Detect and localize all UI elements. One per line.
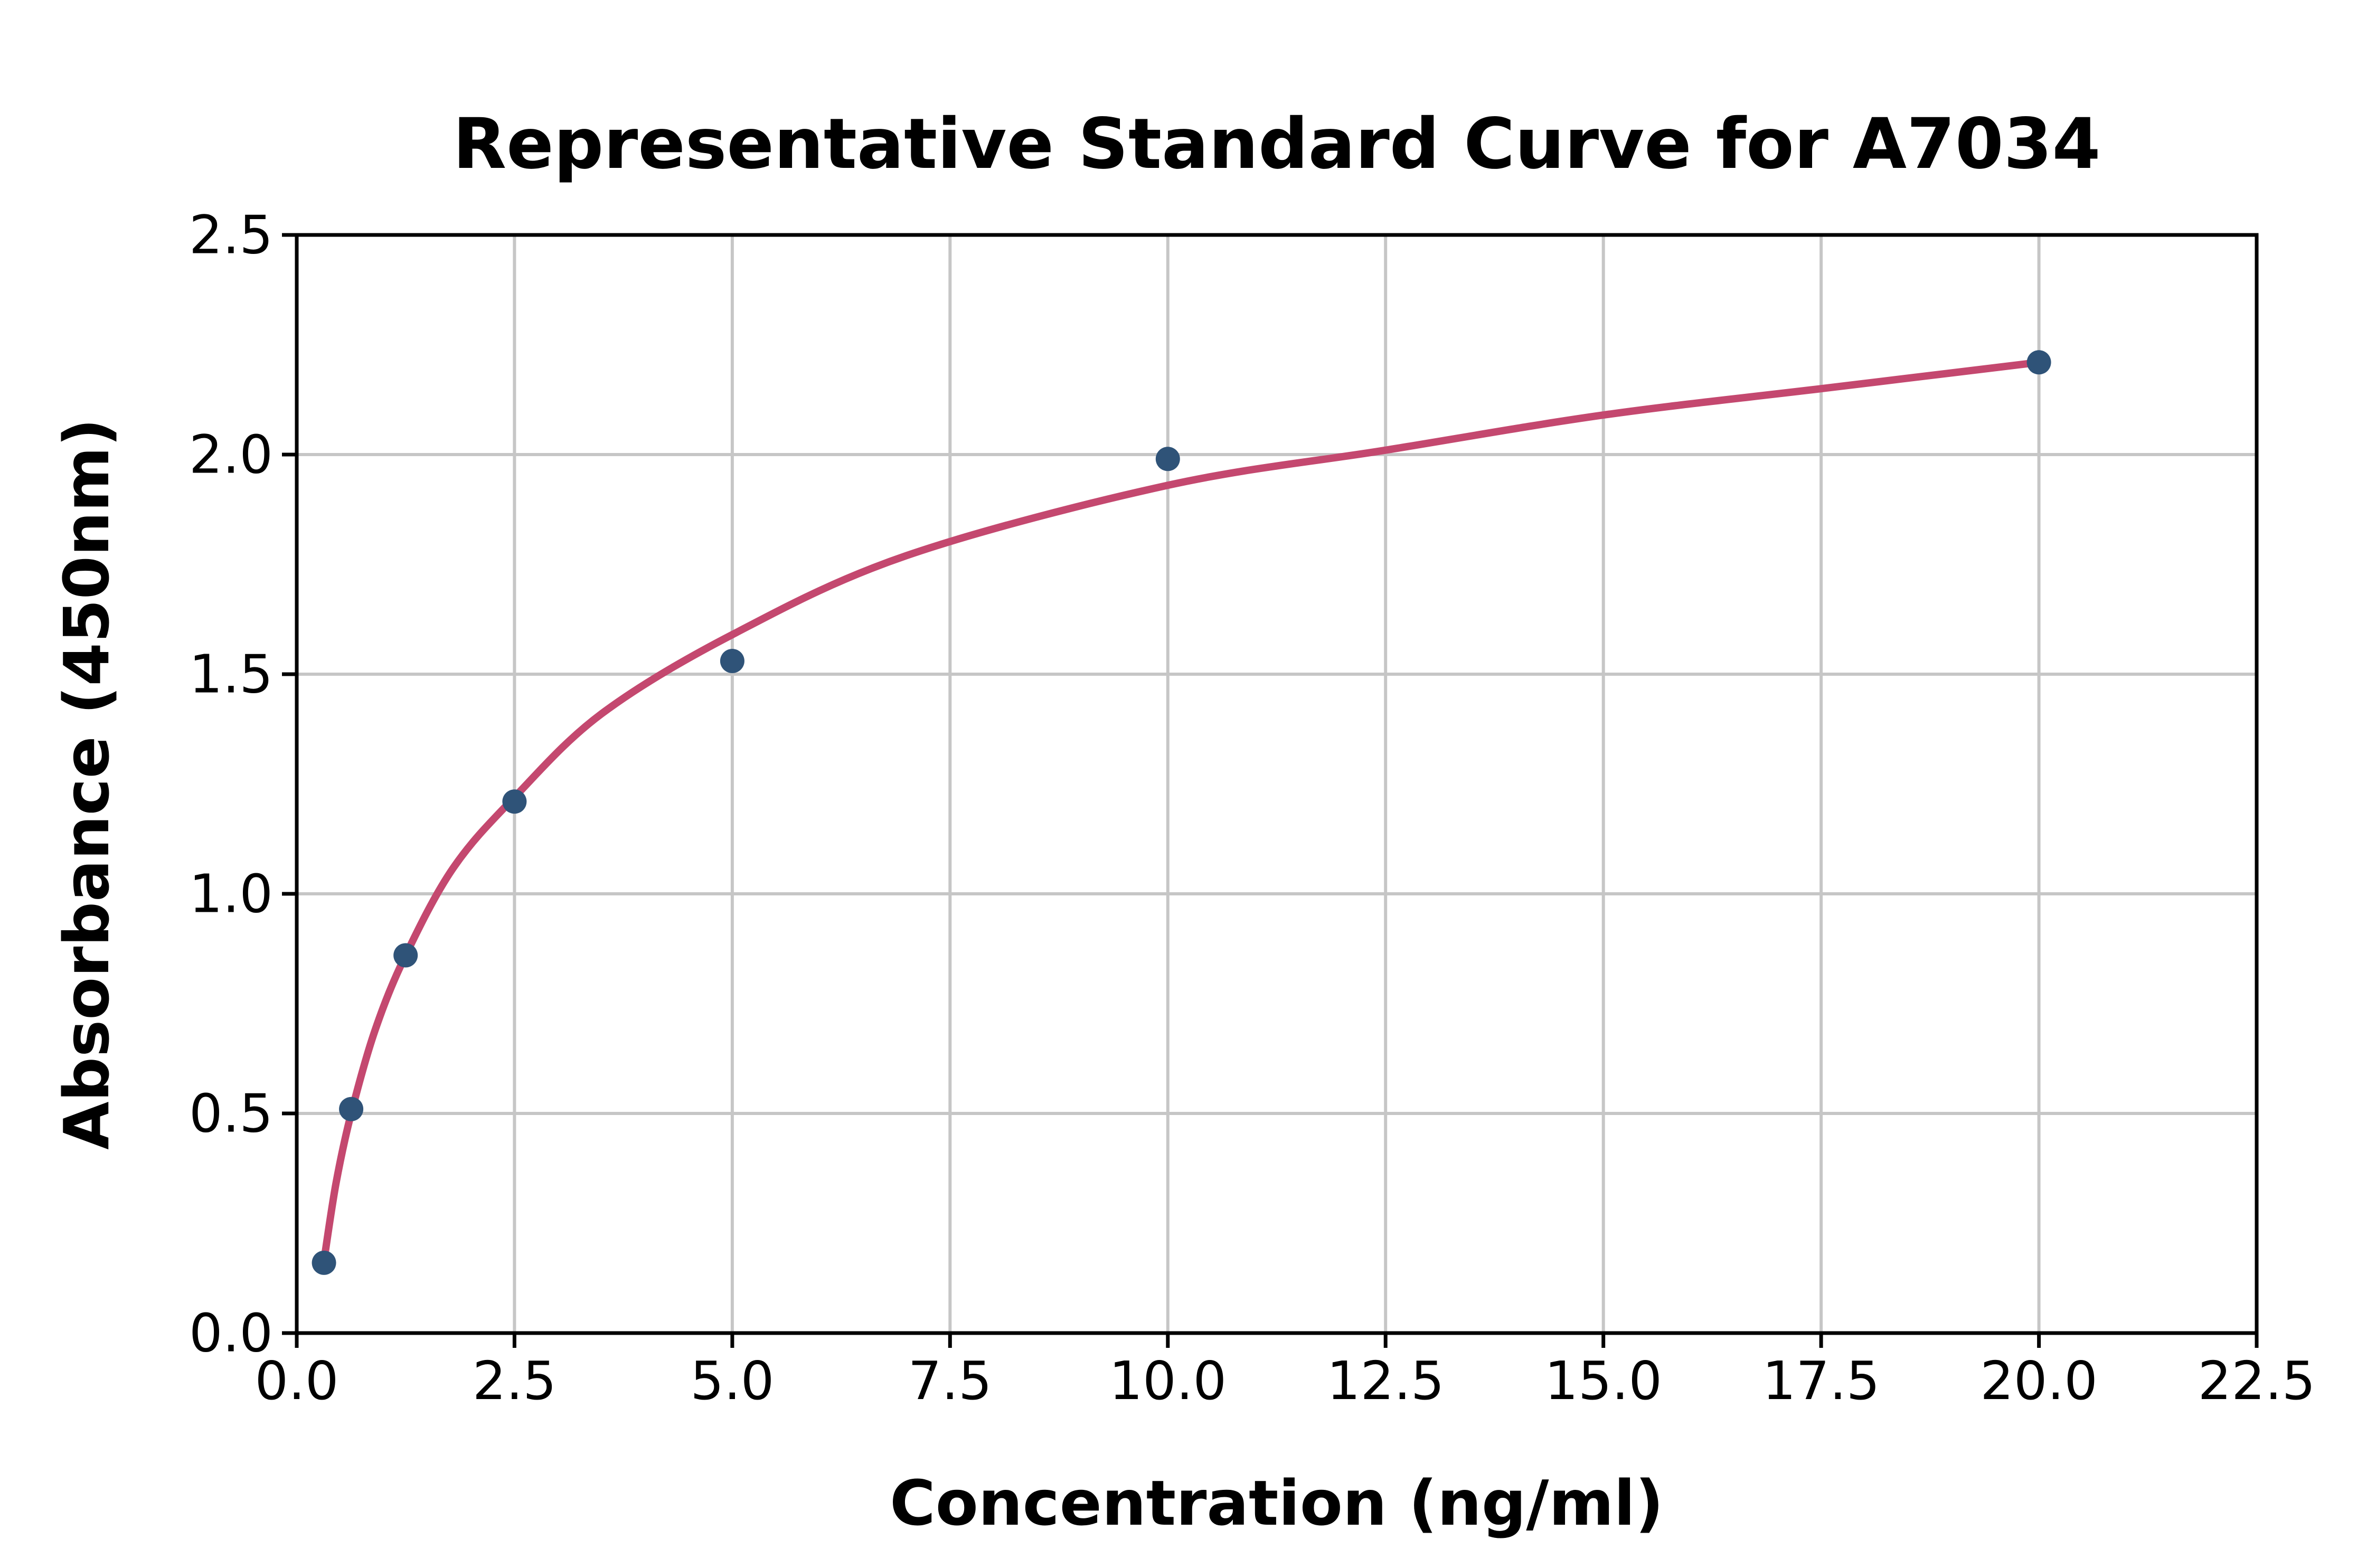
tick-marks [282,233,2259,1348]
fit-curve [320,358,2043,1264]
y-tick-label: 2.0 [189,424,273,486]
x-tick-label: 10.0 [1109,1350,1227,1412]
plot-border [295,233,2259,1335]
x-tick-label: 12.5 [1327,1350,1445,1412]
y-tick-label: 1.5 [189,644,273,705]
data-point [339,1097,364,1121]
x-tick-label: 17.5 [1762,1350,1880,1412]
x-tick-label: 2.5 [473,1350,557,1412]
data-point [502,789,527,814]
gridlines [295,233,2258,1335]
x-tick-label: 5.0 [690,1350,774,1412]
data-point [1155,447,1180,471]
y-tick-label: 2.5 [189,204,273,266]
x-tick-label: 20.0 [1980,1350,2098,1412]
data-point [2026,350,2051,375]
data-point [393,943,418,968]
y-tick-label: 0.5 [189,1083,273,1145]
data-point [312,1250,336,1275]
x-tick-label: 22.5 [2198,1350,2316,1412]
y-axis-label: Absorbance (450nm) [50,418,123,1150]
y-tick-label: 1.0 [189,863,273,925]
x-tick-label: 0.0 [254,1350,338,1412]
data-points-layer [312,350,2051,1275]
data-point [720,649,744,673]
y-tick-label: 0.0 [189,1302,273,1364]
x-axis-label: Concentration (ng/ml) [890,1467,1664,1539]
tick-labels: 0.0 2.5 5.0 7.5 10.0 12.5 15.0 17.5 20.0 22.5 0.0 0… [189,204,2315,1412]
fit-curve-layer [320,358,2043,1264]
x-tick-label: 15.0 [1544,1350,1662,1412]
chart-title: Representative Standard Curve for A7034 [453,103,2101,185]
x-tick-label: 7.5 [908,1350,992,1412]
